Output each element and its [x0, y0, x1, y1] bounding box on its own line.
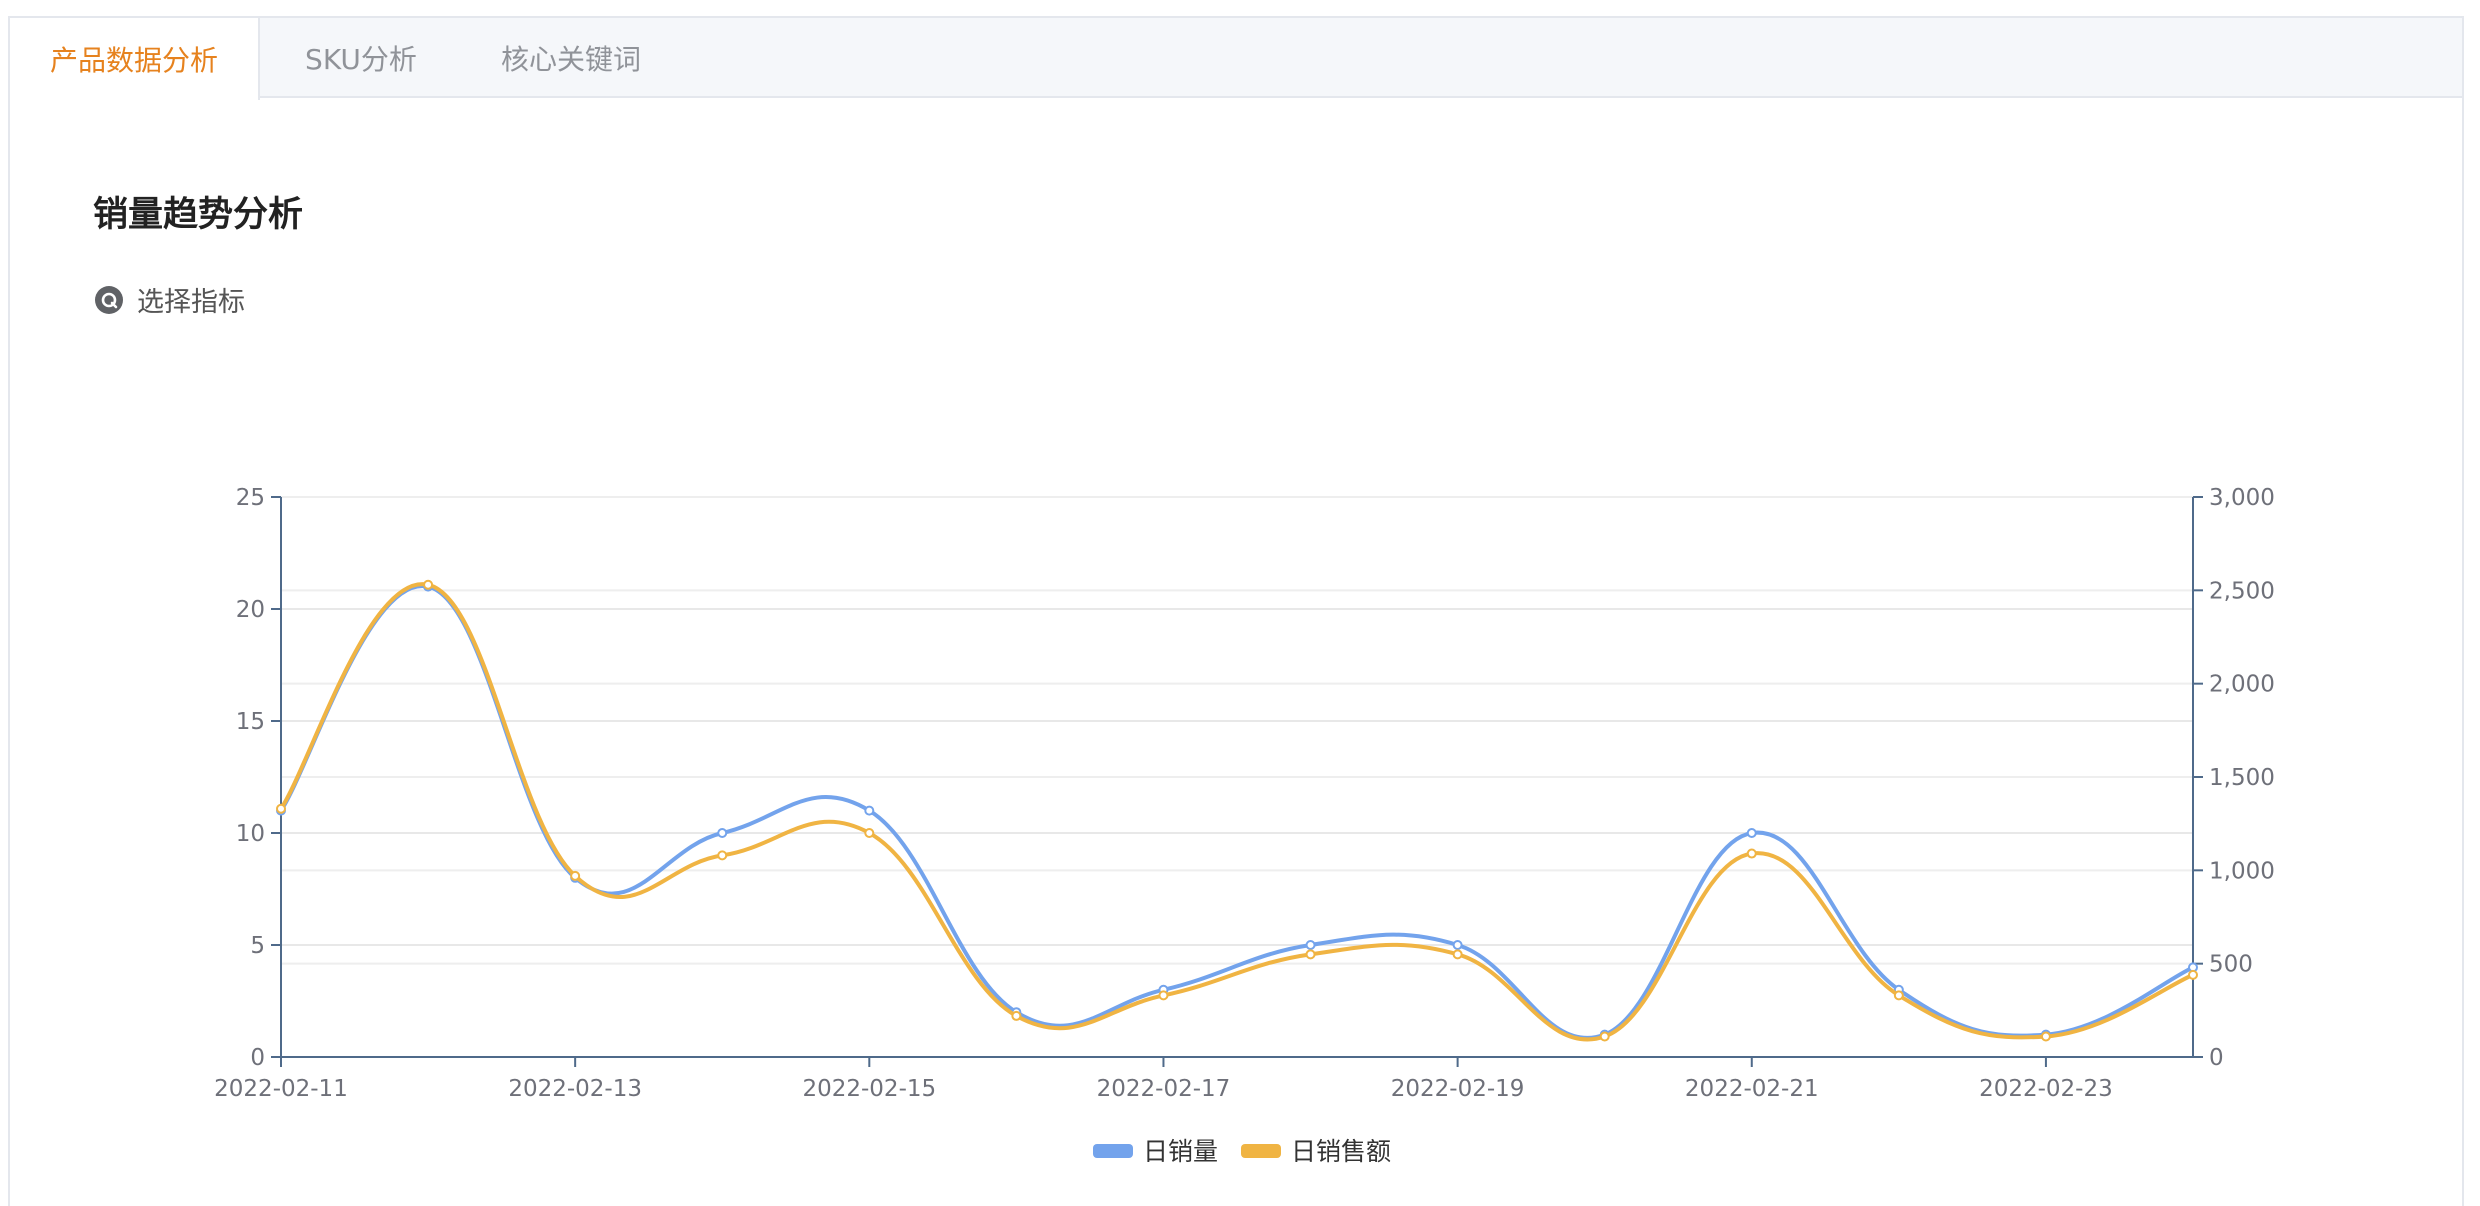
data-point-series-1 [864, 805, 875, 816]
y-tick-label-left: 0 [250, 1045, 265, 1071]
x-tick-label: 2022-02-19 [1391, 1076, 1525, 1102]
analysis-panel: 产品数据分析 SKU分析 核心关键词 [8, 16, 2464, 1206]
tab-core-keywords[interactable]: 核心关键词 [500, 43, 641, 76]
metric-selector-label: 选择指标 [137, 287, 245, 318]
legend-swatch-2 [1241, 1144, 1281, 1158]
data-point-series-2 [1893, 990, 1904, 1001]
data-point-series-2 [1305, 949, 1316, 960]
y-tick-label-right: 1,500 [2209, 765, 2275, 791]
settings-gear-icon [95, 285, 123, 314]
section-title: 销量趋势分析 [93, 195, 304, 235]
data-point-series-2 [423, 579, 434, 590]
x-tick-label: 2022-02-13 [508, 1076, 642, 1102]
y-tick-label-left: 5 [250, 933, 265, 959]
x-tick-label: 2022-02-15 [802, 1076, 936, 1102]
y-tick-label-left: 25 [236, 485, 265, 511]
x-tick-label: 2022-02-21 [1685, 1076, 1819, 1102]
data-point-series-2 [1011, 1010, 1022, 1021]
data-point-series-2 [2040, 1031, 2051, 1042]
data-point-series-2 [1158, 990, 1169, 1001]
series-line-2 [279, 582, 2194, 1042]
x-tick-label: 2022-02-17 [1097, 1076, 1231, 1102]
data-point-series-2 [570, 870, 581, 881]
series-line-1 [279, 584, 2194, 1040]
y-tick-label-right: 500 [2209, 952, 2253, 978]
tab-product-analysis[interactable]: 产品数据分析 [10, 18, 260, 100]
tab-bar: 产品数据分析 SKU分析 核心关键词 [10, 18, 2462, 100]
data-point-series-2 [2188, 969, 2198, 980]
legend-label-2: 日销售额 [1291, 1137, 1391, 1166]
data-point-series-2 [864, 828, 875, 838]
data-point-series-1 [1305, 940, 1316, 950]
y-tick-label-left: 15 [236, 709, 265, 735]
data-point-series-2 [1599, 1031, 1610, 1042]
data-point-series-2 [1452, 949, 1463, 960]
data-point-series-2 [1746, 848, 1757, 859]
x-tick-label: 2022-02-11 [214, 1076, 348, 1102]
y-tick-label-right: 2,000 [2209, 672, 2275, 698]
y-tick-label-left: 10 [236, 821, 265, 847]
y-tick-label-right: 0 [2209, 1045, 2224, 1071]
data-point-series-1 [1452, 940, 1463, 950]
legend-swatch-1 [1093, 1144, 1133, 1158]
metric-selector[interactable]: 选择指标 [93, 280, 245, 319]
data-point-series-1 [717, 828, 728, 838]
data-point-series-1 [1746, 828, 1757, 838]
tab-sku-analysis[interactable]: SKU分析 [305, 43, 417, 76]
data-point-series-2 [717, 850, 728, 861]
y-tick-label-left: 20 [236, 597, 265, 623]
x-tick-label: 2022-02-23 [1979, 1076, 2113, 1102]
data-point-series-2 [276, 803, 286, 814]
legend-label-1: 日销量 [1143, 1137, 1218, 1166]
y-tick-label-right: 3,000 [2209, 485, 2275, 511]
y-tick-label-right: 2,500 [2209, 578, 2275, 604]
y-tick-label-right: 1,000 [2209, 858, 2275, 884]
